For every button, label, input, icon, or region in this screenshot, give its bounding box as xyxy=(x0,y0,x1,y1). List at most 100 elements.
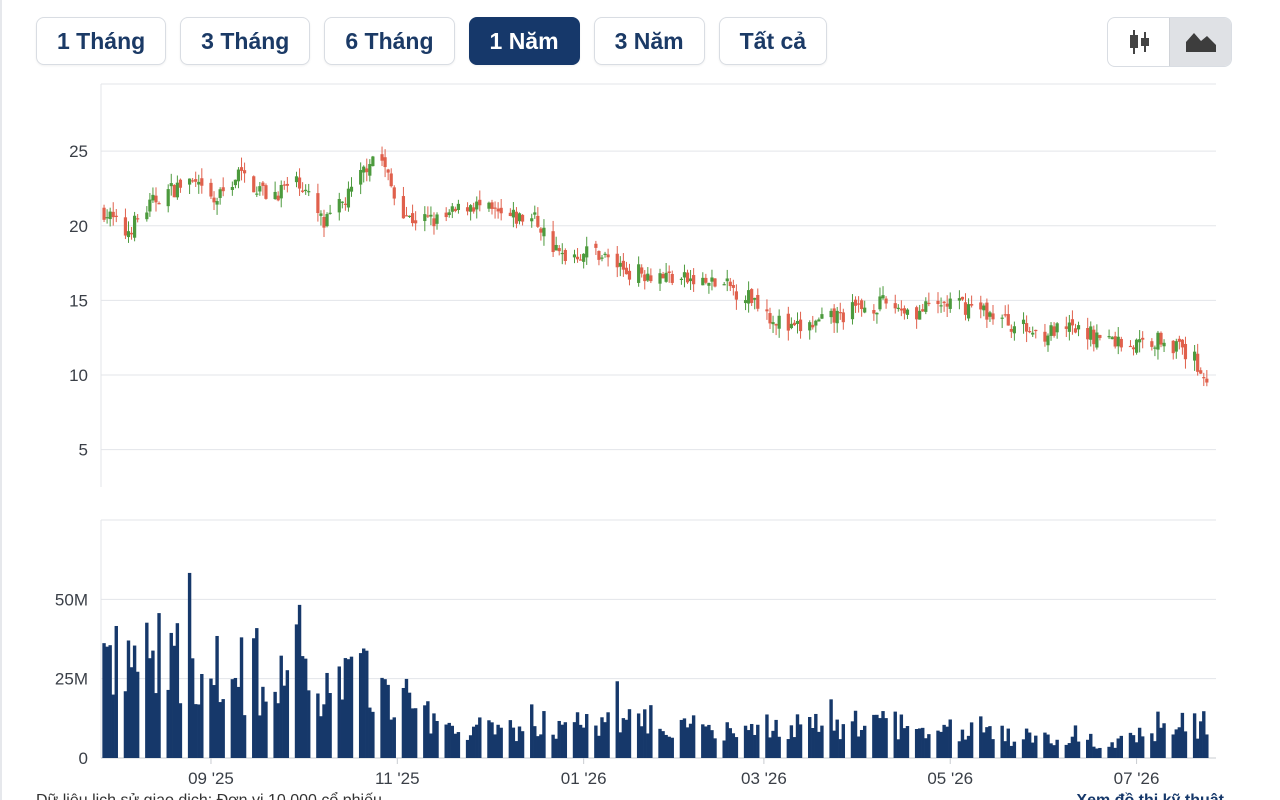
volume-bar xyxy=(893,711,897,758)
volume-bar xyxy=(279,655,283,758)
range-tab-all[interactable]: Tất cả xyxy=(718,17,828,65)
candle-body xyxy=(221,187,225,192)
volume-bar xyxy=(322,704,326,758)
candle-body xyxy=(187,178,192,185)
candle-body xyxy=(359,169,363,185)
volume-bar xyxy=(924,738,928,758)
date-tick-label: 11 '25 xyxy=(375,769,420,788)
volume-bar xyxy=(1199,721,1203,758)
stock-chart: 25 20 15 10 5 50M 25M 0 09 '25 11 '25 01… xyxy=(55,83,1216,788)
volume-bar xyxy=(603,722,607,758)
volume-tick-label: 25M xyxy=(55,670,88,689)
volume-bar xyxy=(1116,738,1120,758)
candle-body xyxy=(252,176,256,193)
candle-body xyxy=(172,184,176,198)
candle-body xyxy=(594,243,598,248)
candle-body xyxy=(1000,317,1004,319)
area-chart-button[interactable] xyxy=(1169,18,1231,66)
volume-bar xyxy=(1159,727,1163,758)
volume-bar xyxy=(413,708,418,758)
technical-chart-link[interactable]: Xem đồ thị kỹ thuật xyxy=(1076,792,1224,800)
range-tab-3-years[interactable]: 3 Năm xyxy=(593,17,705,65)
volume-bar xyxy=(511,727,516,758)
candle-body xyxy=(853,299,858,306)
candle-body xyxy=(447,212,451,216)
date-tick-label: 03 '26 xyxy=(741,769,787,788)
candle-body xyxy=(945,303,949,307)
volume-bar xyxy=(551,734,555,758)
volume-bar xyxy=(646,733,650,758)
candle-body xyxy=(881,295,885,299)
candle-body xyxy=(575,256,580,260)
candle-body xyxy=(957,298,961,301)
candle-body xyxy=(1006,314,1010,326)
candle-body xyxy=(551,231,555,253)
volume-bar xyxy=(132,645,137,758)
volume-bar xyxy=(401,687,406,758)
candle-body xyxy=(1049,325,1053,336)
range-tab-1-month[interactable]: 1 Tháng xyxy=(36,17,167,65)
volume-bar xyxy=(215,635,219,758)
candle-body xyxy=(713,278,717,287)
volume-bar xyxy=(832,730,836,758)
volume-bar xyxy=(554,738,558,758)
candle-body xyxy=(963,302,968,315)
volume-bar xyxy=(942,724,946,758)
candle-body xyxy=(725,278,729,282)
candle-body xyxy=(145,212,149,220)
candle-body xyxy=(856,303,861,305)
range-tab-6-months[interactable]: 6 Tháng xyxy=(324,17,455,65)
volume-bar xyxy=(1034,735,1038,758)
volume-bar xyxy=(508,720,513,758)
candlestick-chart-button[interactable] xyxy=(1108,18,1169,66)
candle-body xyxy=(465,207,470,212)
volume-bar xyxy=(756,724,760,758)
volume-bar xyxy=(236,686,241,758)
candle-body xyxy=(410,213,415,224)
range-tab-3-months[interactable]: 3 Tháng xyxy=(180,17,311,65)
volume-bar xyxy=(135,671,140,758)
candle-body xyxy=(148,199,152,212)
candle-body xyxy=(838,312,842,314)
volume-bar xyxy=(581,727,586,758)
candle-body xyxy=(615,253,619,268)
price-tick-label: 25 xyxy=(69,142,88,161)
candle-body xyxy=(1089,326,1093,340)
candle-body xyxy=(905,309,910,315)
volume-bar xyxy=(627,709,632,758)
volume-bar xyxy=(423,705,427,758)
volume-bar xyxy=(343,658,348,758)
candle-body xyxy=(499,207,503,214)
volume-bar xyxy=(493,734,497,758)
candle-body xyxy=(850,302,855,320)
candle-body xyxy=(475,201,479,210)
volume-bar xyxy=(792,737,797,758)
volume-bar xyxy=(786,739,791,758)
volume-bar xyxy=(722,740,726,758)
volume-bar xyxy=(197,704,201,758)
candle-body xyxy=(915,307,919,320)
candle-body xyxy=(1171,340,1175,354)
price-tick-label: 15 xyxy=(69,291,88,310)
candle-body xyxy=(692,275,696,285)
volume-bar xyxy=(533,726,537,758)
volume-bar xyxy=(221,699,225,758)
candle-body xyxy=(820,314,824,319)
volume-bar xyxy=(704,726,708,758)
volume-bar xyxy=(969,722,974,758)
candle-body xyxy=(114,215,118,217)
candle-body xyxy=(258,186,262,192)
candle-body xyxy=(129,232,134,235)
candle-body xyxy=(572,254,577,258)
range-tab-1-year[interactable]: 1 Năm xyxy=(468,17,580,65)
candle-body xyxy=(349,186,354,192)
volume-bar xyxy=(988,726,992,758)
candle-body xyxy=(621,260,625,270)
volume-bar xyxy=(1202,711,1206,758)
date-tick-label: 05 '26 xyxy=(927,769,973,788)
volume-bar xyxy=(878,718,882,758)
date-tick-label: 09 '25 xyxy=(188,769,234,788)
volume-bar xyxy=(444,724,448,758)
volume-bar xyxy=(154,693,158,758)
